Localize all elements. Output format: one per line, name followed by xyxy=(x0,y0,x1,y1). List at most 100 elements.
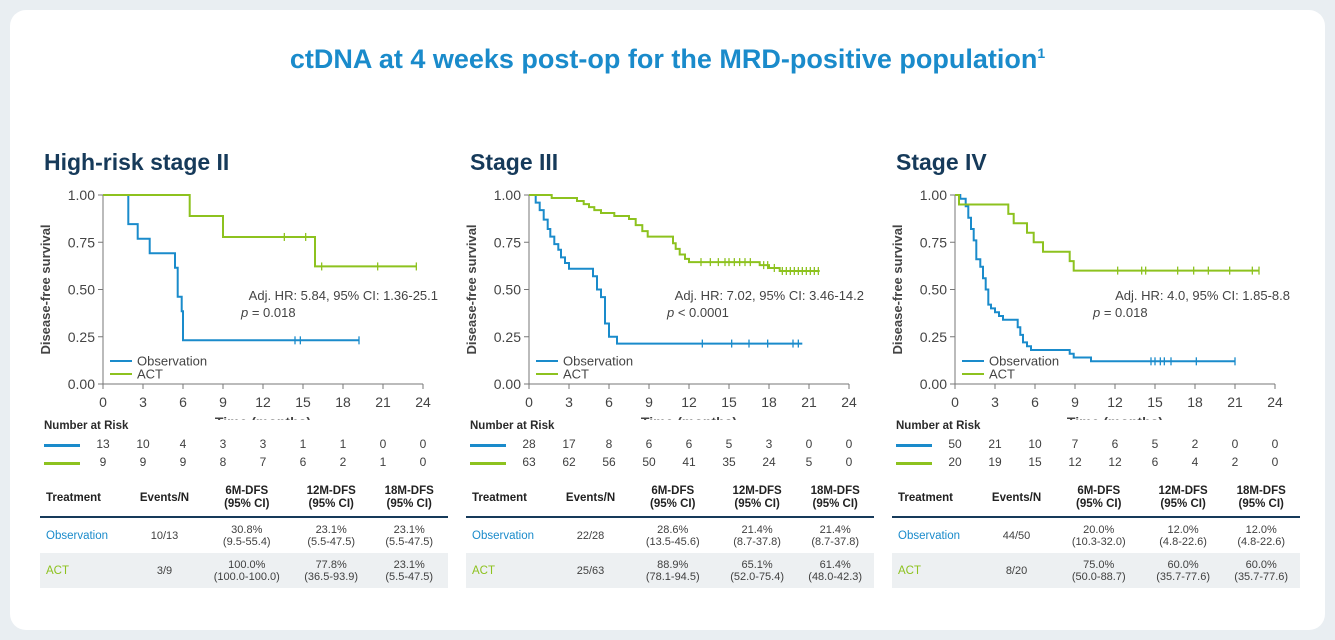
x-tick-label: 0 xyxy=(525,394,533,410)
events-cell: 44/50 xyxy=(979,517,1054,553)
x-tick-label: 15 xyxy=(721,394,737,410)
column-header: Treatment xyxy=(892,480,980,518)
risk-row-act: 20 19 15 12 12 6 4 2 0 xyxy=(892,455,1332,471)
table-row: ACT 3/9 100.0% (100.0-100.0) 77.8% (36.5-93.9… xyxy=(40,553,448,588)
dfs-cell: 60.0% (35.7-77.6) xyxy=(1222,553,1300,588)
risk-count: 35 xyxy=(722,455,736,469)
hr-annotation: Adj. HR: 4.0, 95% CI: 1.85-8.8 xyxy=(1115,288,1290,303)
x-tick-label: 9 xyxy=(1071,394,1079,410)
number-at-risk-title: Number at Risk xyxy=(896,420,981,432)
chart-title: Stage III xyxy=(470,149,559,175)
legend-label: Observation xyxy=(563,354,633,369)
number-at-risk-title: Number at Risk xyxy=(470,420,555,432)
risk-count: 8 xyxy=(605,437,613,451)
column-header: Events/N xyxy=(979,480,1054,518)
risk-count: 19 xyxy=(988,455,1002,469)
risk-count: 4 xyxy=(1191,455,1199,469)
dfs-cell: 12.0% (4.8-22.6) xyxy=(1143,517,1223,553)
chart-panel: Stage IV 0.00 0.25 0.50 0.75 1.00 0 3 6 9 12 15 18 21… xyxy=(890,0,1332,640)
column-header: 12M-DFS (95% CI) xyxy=(717,480,797,518)
risk-count: 10 xyxy=(136,437,150,451)
chart-title: High-risk stage II xyxy=(44,149,230,175)
risk-count: 5 xyxy=(1151,437,1159,451)
events-cell: 8/20 xyxy=(979,553,1054,588)
risk-count: 17 xyxy=(562,437,576,451)
dfs-cell: 60.0% (35.7-77.6) xyxy=(1143,553,1223,588)
risk-count: 13 xyxy=(96,437,110,451)
page-title: ctDNA at 4 weeks post-op for the MRD-pos… xyxy=(0,44,1335,75)
treatment-cell: ACT xyxy=(466,553,554,588)
x-tick-label: 6 xyxy=(179,394,187,410)
column-header: 18M-DFS (95% CI) xyxy=(796,480,874,518)
page-title-text: ctDNA at 4 weeks post-op for the MRD-pos… xyxy=(289,44,1038,74)
column-header: 12M-DFS (95% CI) xyxy=(1143,480,1223,518)
risk-count: 8 xyxy=(219,455,227,469)
risk-count: 20 xyxy=(948,455,962,469)
risk-legend-line xyxy=(470,462,506,465)
x-tick-label: 6 xyxy=(605,394,613,410)
km-chart: 0.00 0.25 0.50 0.75 1.00 0 3 6 9 12 15 18 21 24 Time (… xyxy=(38,187,438,430)
legend-label: ACT xyxy=(989,367,1015,382)
legend-label: Observation xyxy=(989,354,1059,369)
table-row: Observation 10/13 30.8% (9.5-55.4) 23.1% (5.5… xyxy=(40,517,448,553)
hr-annotation: Adj. HR: 7.02, 95% CI: 3.46-14.2 xyxy=(675,288,864,303)
risk-count: 7 xyxy=(1071,437,1079,451)
risk-count: 4 xyxy=(179,437,187,451)
dfs-cell: 23.1% (5.5-47.5) xyxy=(291,517,371,553)
risk-legend-line xyxy=(470,444,506,447)
risk-count: 2 xyxy=(1191,437,1199,451)
risk-count: 0 xyxy=(1271,437,1279,451)
risk-count: 15 xyxy=(1028,455,1042,469)
y-tick-label: 0.75 xyxy=(68,234,95,250)
y-axis-label: Disease-free survival xyxy=(40,224,53,354)
table-row: Observation 44/50 20.0% (10.3-32.0) 12.0% (4.… xyxy=(892,517,1300,553)
table-row: Observation 22/28 28.6% (13.5-45.6) 21.4% (8.… xyxy=(466,517,874,553)
x-tick-label: 12 xyxy=(255,394,271,410)
column-header: 18M-DFS (95% CI) xyxy=(370,480,448,518)
km-chart: 0.00 0.25 0.50 0.75 1.00 0 3 6 9 12 15 18 21 24 Time (… xyxy=(464,187,864,430)
series-line-act xyxy=(529,194,820,272)
dfs-cell: 88.9% (78.1-94.5) xyxy=(627,553,718,588)
risk-count: 62 xyxy=(562,455,576,469)
table-header-row: Treatment Events/N 6M-DFS (95% CI) 12M-DFS (9… xyxy=(892,480,1300,518)
risk-count: 50 xyxy=(642,455,656,469)
risk-row-observation: 13 10 4 3 3 1 1 0 0 xyxy=(40,437,480,453)
risk-count: 3 xyxy=(219,437,227,451)
dfs-table: Treatment Events/N 6M-DFS (95% CI) 12M-DFS (9… xyxy=(40,480,448,588)
y-axis-label: Disease-free survival xyxy=(892,224,905,354)
legend-label: ACT xyxy=(137,367,163,382)
x-tick-label: 3 xyxy=(991,394,999,410)
p-value-annotation: p = 0.018 xyxy=(1092,305,1148,320)
risk-count: 0 xyxy=(379,437,387,451)
km-chart: 0.00 0.25 0.50 0.75 1.00 0 3 6 9 12 15 18 21 24 Time (… xyxy=(890,187,1290,430)
chart-title: Stage IV xyxy=(896,149,987,175)
y-tick-label: 0.50 xyxy=(494,282,521,298)
risk-count: 21 xyxy=(988,437,1002,451)
x-tick-label: 24 xyxy=(415,394,431,410)
risk-count: 6 xyxy=(299,455,307,469)
x-axis-label: Time (months) xyxy=(215,414,311,420)
y-tick-label: 0.00 xyxy=(68,376,95,392)
x-tick-label: 6 xyxy=(1031,394,1039,410)
risk-count: 6 xyxy=(645,437,653,451)
chart-area: 0.00 0.25 0.50 0.75 1.00 0 3 6 9 12 15 18 21 24 Time (… xyxy=(464,180,906,430)
risk-count: 9 xyxy=(139,455,147,469)
risk-count: 10 xyxy=(1028,437,1042,451)
series-line-act xyxy=(103,194,417,268)
y-tick-label: 1.00 xyxy=(920,187,947,203)
dfs-table: Treatment Events/N 6M-DFS (95% CI) 12M-DFS (9… xyxy=(466,480,874,588)
x-tick-label: 18 xyxy=(335,394,351,410)
x-tick-label: 9 xyxy=(219,394,227,410)
dfs-table: Treatment Events/N 6M-DFS (95% CI) 12M-DFS (9… xyxy=(892,480,1300,588)
dfs-cell: 28.6% (13.5-45.6) xyxy=(627,517,718,553)
risk-count: 6 xyxy=(1151,455,1159,469)
dfs-cell: 20.0% (10.3-32.0) xyxy=(1053,517,1144,553)
table-header-row: Treatment Events/N 6M-DFS (95% CI) 12M-DFS (9… xyxy=(40,480,448,518)
x-tick-label: 12 xyxy=(1107,394,1123,410)
dfs-cell: 75.0% (50.0-88.7) xyxy=(1053,553,1144,588)
risk-legend-line xyxy=(896,462,932,465)
x-tick-label: 21 xyxy=(375,394,391,410)
x-tick-label: 21 xyxy=(1227,394,1243,410)
y-axis-label: Disease-free survival xyxy=(466,224,479,354)
column-header: 6M-DFS (95% CI) xyxy=(627,480,718,518)
